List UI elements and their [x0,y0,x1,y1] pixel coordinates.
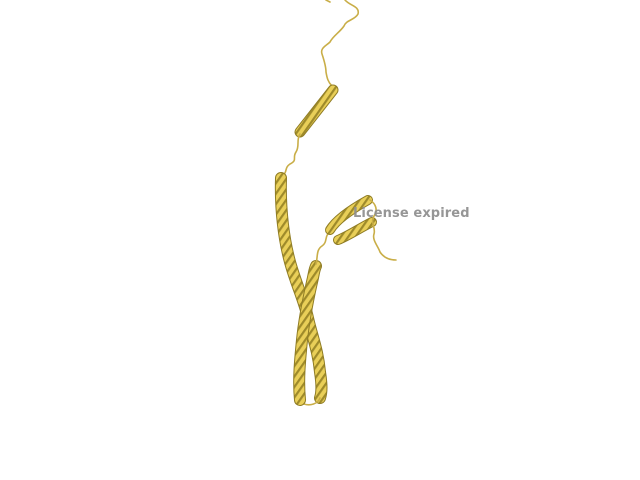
helix-small-domain-b [333,217,377,245]
helix-upper [294,84,339,138]
license-watermark: License expired [353,206,470,221]
helix-small-domain-a [325,195,373,235]
coil-tail [369,199,397,261]
coil-to-domain [315,231,331,265]
coil-mid [281,133,301,177]
coil-top [320,0,360,87]
helix-long-right [293,260,322,406]
